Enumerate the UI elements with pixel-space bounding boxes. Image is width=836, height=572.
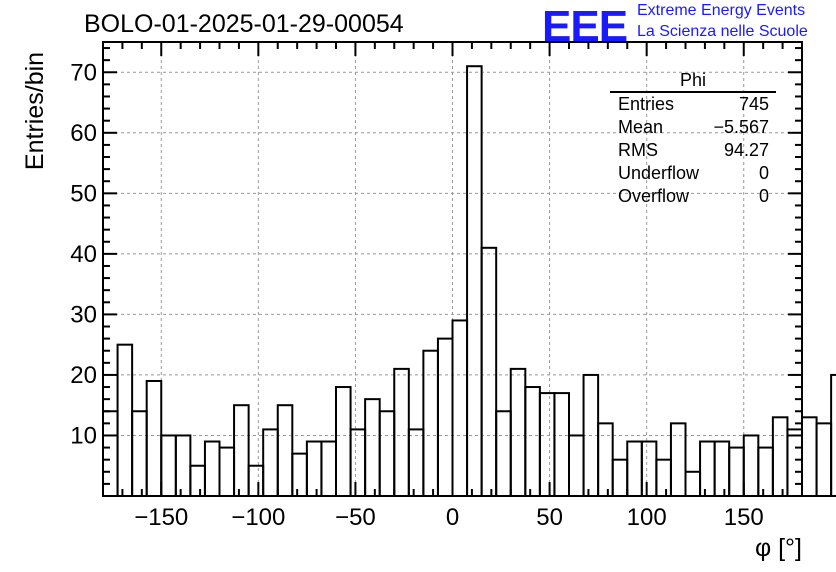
histogram-bin	[538, 392, 556, 497]
stats-box: Phi Entries 745 Mean −5.567 RMS 94.27 Un…	[610, 70, 776, 208]
stats-label: RMS	[618, 140, 658, 160]
histogram-bin	[713, 440, 731, 497]
histogram-bin	[407, 428, 425, 497]
histogram-bin	[131, 410, 148, 497]
histogram-bin	[742, 434, 760, 498]
histogram-bin	[291, 452, 308, 498]
histogram-bin	[611, 458, 629, 497]
histogram-bin	[276, 404, 294, 498]
stats-value: 0	[758, 186, 769, 206]
histogram-bin	[728, 446, 745, 497]
stats-label: Mean	[618, 117, 664, 137]
histogram-bin	[684, 470, 702, 497]
histogram-bin	[451, 319, 469, 497]
stats-value: −5.567	[713, 117, 769, 137]
histogram-bin	[655, 458, 672, 497]
histogram-bin	[320, 440, 337, 497]
histogram-bin	[203, 440, 221, 497]
y-tick-label: 70	[70, 59, 97, 86]
histogram-bin	[174, 434, 192, 498]
histogram-bin	[466, 65, 483, 497]
histogram-bin	[801, 416, 818, 498]
y-tick-label: 60	[70, 120, 97, 147]
stats-label: Entries	[618, 94, 675, 114]
x-tick-label: −100	[231, 504, 285, 531]
histogram-bin	[233, 404, 250, 498]
x-tick-label: −150	[134, 504, 188, 531]
y-tick-label: 30	[70, 301, 97, 328]
histogram-bin	[247, 464, 265, 498]
histogram-bin	[553, 392, 570, 497]
histogram-bin	[480, 246, 498, 497]
histogram-bin	[262, 428, 279, 497]
histogram-bin	[364, 398, 381, 497]
histogram-bin	[189, 464, 206, 498]
histogram-bin	[218, 446, 236, 497]
histogram-bin	[815, 422, 833, 497]
stats-value: 94.27	[723, 140, 769, 160]
stats-value: 745	[738, 94, 769, 114]
stats-row-underflow: Underflow 0	[610, 162, 776, 185]
x-tick-label: 150	[724, 504, 764, 531]
stats-row-rms: RMS 94.27	[610, 139, 776, 162]
histogram-bin	[349, 428, 367, 497]
histogram-bin	[757, 446, 774, 497]
x-tick-label: 100	[627, 504, 667, 531]
histogram-bin	[568, 434, 585, 498]
histogram-bin	[699, 440, 716, 497]
y-tick-label: 20	[70, 362, 97, 389]
stats-row-overflow: Overflow 0	[610, 185, 776, 208]
histogram-bin	[116, 343, 134, 497]
x-tick-label: −50	[335, 504, 376, 531]
histogram-bin	[378, 410, 396, 497]
stats-row-entries: Entries 745	[610, 93, 776, 116]
histogram-bin	[771, 416, 789, 498]
histogram-bin	[626, 440, 643, 497]
x-tick-label: 50	[536, 504, 563, 531]
histogram-bin	[145, 379, 163, 497]
histogram-bin	[640, 440, 658, 497]
stats-box-title: Phi	[610, 70, 776, 93]
histogram-bin	[422, 349, 439, 497]
logo-line-1: Extreme Energy Events	[637, 2, 806, 19]
stats-label: Overflow	[618, 186, 690, 206]
chart-title: BOLO-01-2025-01-29-00054	[84, 10, 404, 38]
stats-label: Underflow	[618, 163, 700, 183]
y-tick-label: 50	[70, 180, 97, 207]
histogram-bin	[786, 428, 803, 497]
histogram-bin	[335, 386, 352, 498]
stats-value: 0	[758, 163, 769, 183]
y-tick-label: 40	[70, 241, 97, 268]
y-tick-label: 10	[70, 422, 97, 449]
histogram-bin	[160, 434, 177, 498]
histogram-bin	[669, 422, 687, 497]
logo-line-2: La Scienza nelle Scuole	[637, 23, 808, 40]
x-axis-label: φ [°]	[754, 534, 802, 562]
histogram-bin	[305, 440, 323, 497]
histogram-bin	[509, 367, 527, 498]
histogram-bin	[597, 422, 614, 497]
histogram-bin	[495, 410, 512, 497]
x-tick-label: 0	[446, 504, 459, 531]
histogram-bin	[436, 337, 454, 498]
stats-row-mean: Mean −5.567	[610, 116, 776, 139]
histogram-bin	[524, 386, 541, 498]
histogram-bin	[830, 373, 836, 497]
histogram-bin	[393, 367, 410, 498]
